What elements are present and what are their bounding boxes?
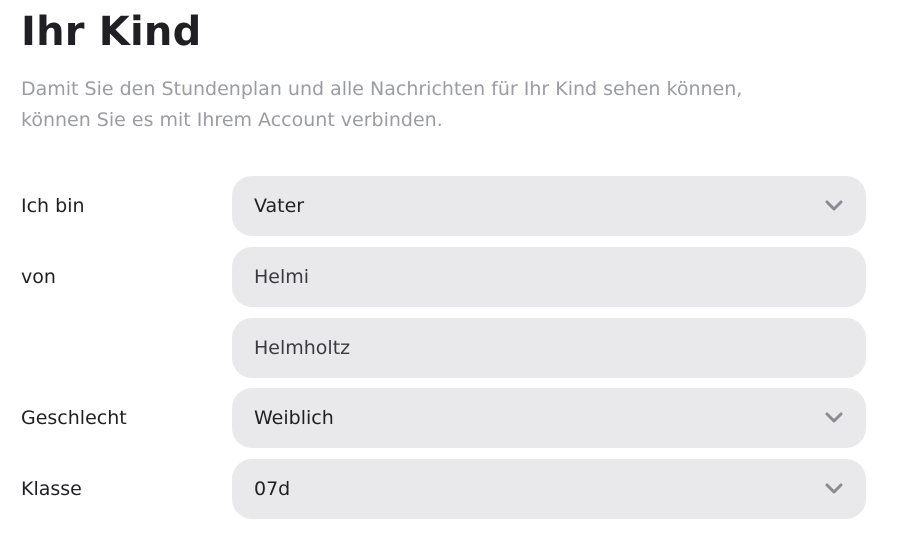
relation-select[interactable]: Vater <box>232 176 866 236</box>
gender-row: Geschlecht Weiblich <box>21 388 867 448</box>
last-name-field-wrapper <box>232 318 866 378</box>
relation-label: Ich bin <box>21 195 85 217</box>
relation-value: Vater <box>254 195 305 217</box>
chevron-down-icon <box>824 479 844 499</box>
first-name-field[interactable] <box>254 266 844 288</box>
gender-value: Weiblich <box>254 407 334 429</box>
last-name-row <box>21 318 867 378</box>
chevron-down-icon <box>824 196 844 216</box>
page-title: Ihr Kind <box>21 9 202 55</box>
intro-text: Damit Sie den Stundenplan und alle Nachr… <box>21 74 841 136</box>
relation-row: Ich bin Vater <box>21 176 867 236</box>
first-name-row: von <box>21 247 867 307</box>
intro-line-2: können Sie es mit Ihrem Account verbinde… <box>21 109 443 131</box>
class-value: 07d <box>254 478 291 500</box>
class-label: Klasse <box>21 478 82 500</box>
first-name-field-wrapper <box>232 247 866 307</box>
class-select[interactable]: 07d <box>232 459 866 519</box>
gender-label: Geschlecht <box>21 407 127 429</box>
class-row: Klasse 07d <box>21 459 867 519</box>
chevron-down-icon <box>824 408 844 428</box>
gender-select[interactable]: Weiblich <box>232 388 866 448</box>
last-name-field[interactable] <box>254 337 844 359</box>
intro-line-1: Damit Sie den Stundenplan und alle Nachr… <box>21 78 743 100</box>
first-name-label: von <box>21 266 56 288</box>
